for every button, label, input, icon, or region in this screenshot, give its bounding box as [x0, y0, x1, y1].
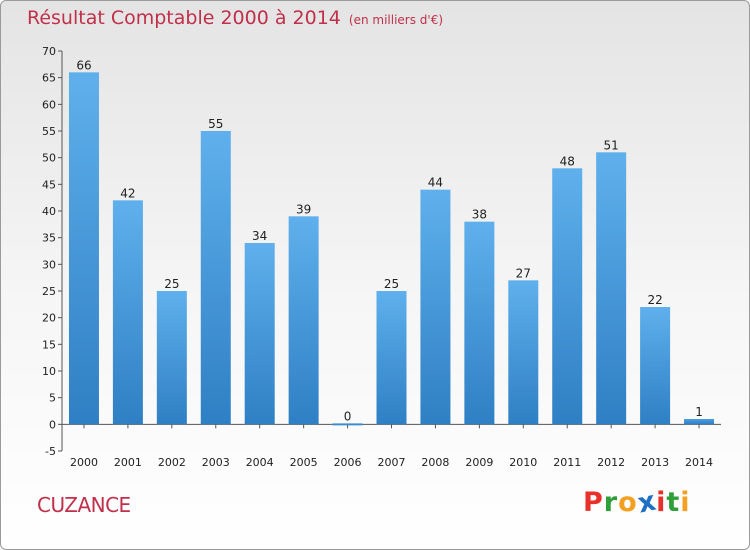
- bar-2001: [112, 200, 143, 425]
- data-label-2002: 25: [164, 277, 179, 291]
- y-tick-label: 50: [42, 152, 56, 165]
- bar-2014: [684, 419, 715, 425]
- x-tick-label-2014: 2014: [685, 456, 713, 469]
- data-labels: 66 42 25 55 34 39 0 25 44 38 27 48 51 22 1: [76, 58, 703, 423]
- y-tick-label: 20: [42, 312, 56, 325]
- logo-letter: o: [618, 487, 638, 518]
- data-label-2007: 25: [384, 277, 399, 291]
- x-tick-label-2005: 2005: [290, 456, 318, 469]
- x-tick-label-2000: 2000: [70, 456, 98, 469]
- bar-2000: [68, 72, 99, 425]
- y-tick-label: 0: [49, 418, 56, 431]
- bar-2009: [464, 221, 495, 425]
- x-tick-label-2011: 2011: [553, 456, 581, 469]
- bar-2002: [156, 291, 187, 425]
- y-tick-label: 30: [42, 258, 56, 271]
- data-label-2005: 39: [296, 202, 311, 216]
- y-tick-label: 25: [42, 285, 56, 298]
- bars: [68, 72, 715, 426]
- data-label-2001: 42: [120, 186, 135, 200]
- y-tick-label: 70: [42, 45, 56, 58]
- bar-2004: [244, 243, 275, 425]
- bar-2006: [332, 423, 363, 426]
- data-label-2008: 44: [428, 176, 443, 190]
- x-tick-label-2009: 2009: [465, 456, 493, 469]
- bar-2007: [376, 291, 407, 425]
- bar-2003: [200, 131, 231, 425]
- data-label-2011: 48: [560, 154, 575, 168]
- data-label-2013: 22: [647, 293, 662, 307]
- town-name: CUZANCE: [37, 493, 131, 517]
- y-tick-label: 65: [42, 72, 56, 85]
- x-tick-label-2008: 2008: [421, 456, 449, 469]
- y-tick-label: 10: [42, 365, 56, 378]
- y-tick-label: 40: [42, 205, 56, 218]
- y-tick-label: 60: [42, 98, 56, 111]
- y-tick-label: 15: [42, 338, 56, 351]
- y-tick-label: -5: [45, 445, 56, 458]
- data-label-2004: 34: [252, 229, 267, 243]
- data-label-2010: 27: [516, 266, 531, 280]
- chart-subtitle: (en milliers d'€): [348, 13, 444, 27]
- x-tick-label-2010: 2010: [509, 456, 537, 469]
- data-label-2014: 1: [695, 405, 703, 419]
- logo-letter: r: [603, 487, 619, 518]
- data-label-2009: 38: [472, 208, 487, 222]
- proxiti-logo: Proxiti: [583, 485, 691, 519]
- chart-title-block: Résultat Comptable 2000 à 2014 (en millie…: [27, 7, 443, 29]
- bar-2011: [552, 168, 583, 425]
- bar-2005: [288, 216, 319, 425]
- bar-2010: [508, 280, 539, 425]
- data-label-2012: 51: [604, 138, 619, 152]
- y-tick-label: 55: [42, 125, 56, 138]
- chart-title: Résultat Comptable 2000 à 2014: [27, 7, 341, 29]
- y-tick-label: 35: [42, 232, 56, 245]
- logo-letter: i: [680, 487, 691, 518]
- bar-2013: [640, 307, 671, 425]
- logo-letter: t: [666, 487, 681, 518]
- x-tick-label-2002: 2002: [158, 456, 186, 469]
- x-tick-label-2007: 2007: [378, 456, 406, 469]
- bar-2008: [420, 189, 451, 425]
- logo-letter: P: [583, 487, 604, 518]
- data-label-2003: 55: [208, 117, 223, 131]
- x-tick-label-2012: 2012: [597, 456, 625, 469]
- data-label-2006: 0: [344, 409, 352, 423]
- logo-letter: i: [656, 487, 667, 518]
- x-tick-label-2006: 2006: [334, 456, 362, 469]
- x-tick-label-2013: 2013: [641, 456, 669, 469]
- x-tick-label-2004: 2004: [246, 456, 274, 469]
- data-label-2000: 66: [76, 58, 91, 72]
- x-tick-label-2001: 2001: [114, 456, 142, 469]
- y-tick-label: 5: [49, 392, 56, 405]
- y-tick-label: 45: [42, 178, 56, 191]
- x-tick-label-2003: 2003: [202, 456, 230, 469]
- bar-2012: [596, 152, 627, 425]
